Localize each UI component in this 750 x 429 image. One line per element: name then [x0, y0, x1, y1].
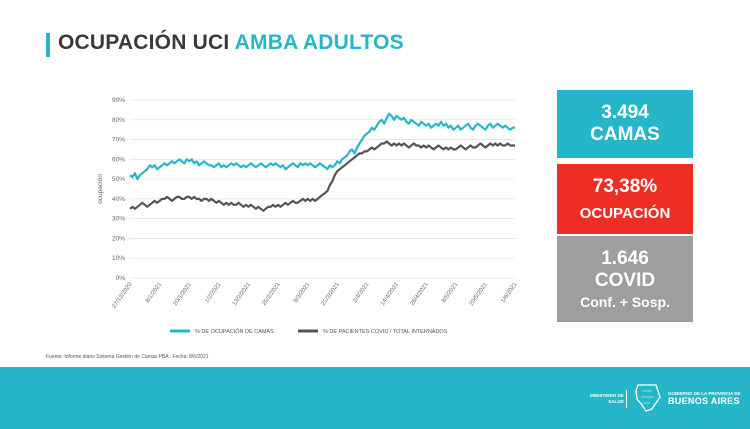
ministry-line-2: SALUD: [608, 399, 624, 404]
government-logo-text: GOBIERNO DE LA PROVINCIA DE BUENOS AIRES: [668, 391, 741, 407]
gov-line-1: GOBIERNO DE LA PROVINCIA DE: [668, 391, 741, 396]
footer-band: [0, 367, 750, 429]
x-tick-label: 20/5/2021: [469, 281, 490, 307]
logo-separator: [626, 390, 627, 408]
occupancy-line-chart: 0% 10% 20% 30% 40% 50% 60% 70% 80% 90% ocupación 27…: [97, 97, 519, 335]
covid-label: COVID: [594, 270, 656, 291]
y-tick-label: 20%: [112, 235, 125, 242]
occupancy-stat-card: 73,38% OCUPACIÓN: [557, 164, 693, 234]
y-axis-label: ocupación: [97, 174, 104, 204]
title-part-2: AMBA ADULTOS: [234, 31, 404, 54]
covid-stat-card: 1.646 COVID Conf. + Sosp.: [557, 236, 693, 322]
ministry-logo-text: MINISTERIO DE SALUD: [590, 393, 624, 405]
y-tick-label: 0%: [116, 275, 126, 282]
x-tick-label: 1/6/2021: [500, 281, 519, 304]
x-tick-label: 21/3/2021: [321, 281, 342, 307]
x-tick-label: 8/1/2021: [145, 281, 164, 304]
x-tick-label: 2/4/2021: [352, 281, 371, 304]
legend-label-1: % DE OCUPACIÓN DE CAMAS: [195, 328, 274, 335]
page-title: OCUPACIÓN UCI AMBA ADULTOS: [58, 31, 404, 55]
x-tick-label: 20/1/2021: [173, 281, 194, 307]
x-tick-label: 8/5/2021: [441, 281, 460, 304]
series-line-2: [129, 140, 515, 212]
series-line-1: [129, 112, 515, 181]
province-map-icon: [635, 384, 661, 412]
ministry-line-1: MINISTERIO DE: [590, 393, 624, 398]
x-tick-label: 25/2/2021: [261, 281, 282, 307]
x-tick-label: 9/3/2021: [293, 281, 312, 304]
covid-value: 1.646: [601, 248, 649, 269]
y-tick-label: 50%: [112, 176, 125, 183]
occupancy-value: 73,38%: [592, 176, 658, 197]
x-tick-label: 13/2/2021: [232, 281, 253, 307]
y-tick-label: 90%: [112, 97, 125, 104]
x-tick-label: 27/12/2020: [111, 281, 134, 310]
y-tick-label: 70%: [112, 137, 125, 144]
x-tick-label: 1/2/2021: [204, 281, 223, 304]
y-tick-label: 80%: [112, 117, 125, 124]
source-note: Fuente: Informe diario Sistema Gestión d…: [46, 354, 209, 360]
beds-value: 3.494: [601, 102, 649, 123]
gov-line-2: BUENOS AIRES: [668, 396, 740, 406]
occupancy-label: OCUPACIÓN: [579, 205, 671, 222]
x-tick-label: 26/4/2021: [410, 281, 431, 307]
beds-stat-card: 3.494 CAMAS: [557, 90, 693, 158]
y-tick-label: 30%: [112, 216, 125, 223]
y-tick-label: 40%: [112, 196, 125, 203]
y-tick-label: 10%: [112, 255, 125, 262]
beds-label: CAMAS: [590, 124, 660, 145]
covid-sublabel: Conf. + Sosp.: [580, 294, 670, 310]
title-part-1: OCUPACIÓN UCI: [58, 31, 230, 54]
y-tick-label: 60%: [112, 156, 125, 163]
legend-label-2: % DE PACIENTES COVID / TOTAL INTERNADOS: [323, 329, 448, 335]
title-accent-bar: [46, 33, 50, 57]
x-tick-label: 14/4/2021: [380, 281, 401, 307]
